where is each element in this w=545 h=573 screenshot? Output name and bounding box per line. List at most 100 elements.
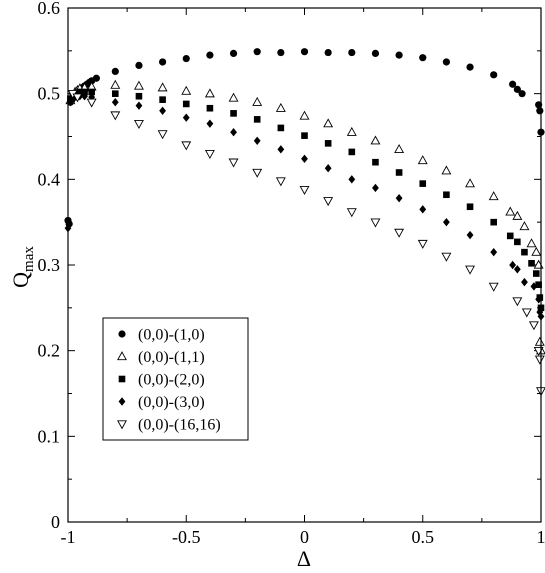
data-point [518,90,526,98]
legend-label: (0,0)-(3,0) [138,394,205,411]
data-point [536,107,544,115]
data-point [182,113,190,122]
data-point [370,135,381,145]
data-point [275,177,286,187]
data-point [419,180,427,187]
data-point [528,259,535,267]
data-point [81,92,88,101]
data-point [419,205,427,214]
data-point [206,119,214,128]
data-point [324,140,332,147]
data-point [110,111,121,121]
data-point [506,232,514,240]
data-point [253,136,261,145]
data-point [466,63,474,71]
data-point [159,96,166,103]
data-point [528,321,539,331]
data-point [530,282,538,291]
data-point [324,163,332,173]
legend-marker [117,420,127,430]
data-point [466,230,474,240]
legend-item: (0,0)-(3,0) [118,394,205,411]
data-point [157,82,168,92]
legend-item: (0,0)-(1,0) [118,327,205,344]
data-point [443,217,450,227]
data-point [110,79,121,89]
data-point [230,128,237,137]
points-layer [64,48,545,397]
y-tick-label: 0 [51,512,60,532]
data-point [521,248,528,256]
y-tick-label: 0.1 [38,426,61,446]
data-point [324,48,332,57]
data-point [394,228,405,238]
data-point [443,191,450,199]
data-point [490,218,497,226]
data-point [419,54,427,62]
data-point [206,51,214,59]
legend-item: (0,0)-(2,0) [118,372,205,389]
data-point [441,252,452,262]
data-point [157,130,168,140]
data-point [535,295,543,304]
data-point [372,158,379,166]
x-tick-label: 0 [300,527,309,547]
ticks-layer: -1 -0.5 0 0.5 1 0 0.1 0.2 0.3 0.4 0.5 0.6 [38,0,545,547]
data-point [323,118,334,128]
data-point [348,48,356,57]
data-point [133,119,144,129]
data-point [252,168,263,178]
data-point [81,88,88,96]
data-point [370,218,381,228]
data-point [488,191,499,201]
data-point [394,144,405,154]
data-point [534,336,545,346]
data-point [395,169,403,176]
data-point [395,51,403,59]
data-point [133,80,144,90]
data-point [111,98,119,107]
data-point [488,282,499,292]
data-point [299,110,310,120]
data-point [348,175,356,184]
data-point [135,101,143,110]
data-point [275,102,286,112]
data-point [372,183,379,193]
data-point [299,185,310,195]
data-point [159,106,166,115]
data-point [534,355,545,365]
data-point [346,208,357,218]
data-point [513,265,521,274]
data-point [348,148,356,156]
data-point [521,308,532,318]
data-point [88,88,95,96]
data-point [519,221,530,231]
y-tick-label: 0.4 [38,169,61,189]
data-point [490,247,498,257]
data-point [204,88,215,98]
data-point [66,98,74,107]
data-point [181,85,192,95]
data-point [206,104,214,112]
data-point [277,124,285,132]
data-point [465,265,476,275]
data-point [228,92,239,102]
data-point [505,206,516,216]
data-point [512,297,523,307]
data-point [509,80,517,88]
y-tick-label: 0.2 [38,341,61,361]
data-point [509,260,517,270]
legend-box [102,317,249,441]
legend-marker [118,397,126,406]
y-axis-label: Qmax [8,246,37,288]
data-point [182,54,190,63]
y-tick-label: 0.5 [38,84,61,104]
data-point [301,132,308,139]
data-point [300,48,309,56]
data-point [346,126,357,136]
data-point [531,246,542,256]
data-point [277,48,285,57]
legend: (0,0)-(1,0) (0,0)-(1,1) (0,0)-(2,0) (0,0)-(… [102,317,249,441]
data-point [371,49,380,58]
